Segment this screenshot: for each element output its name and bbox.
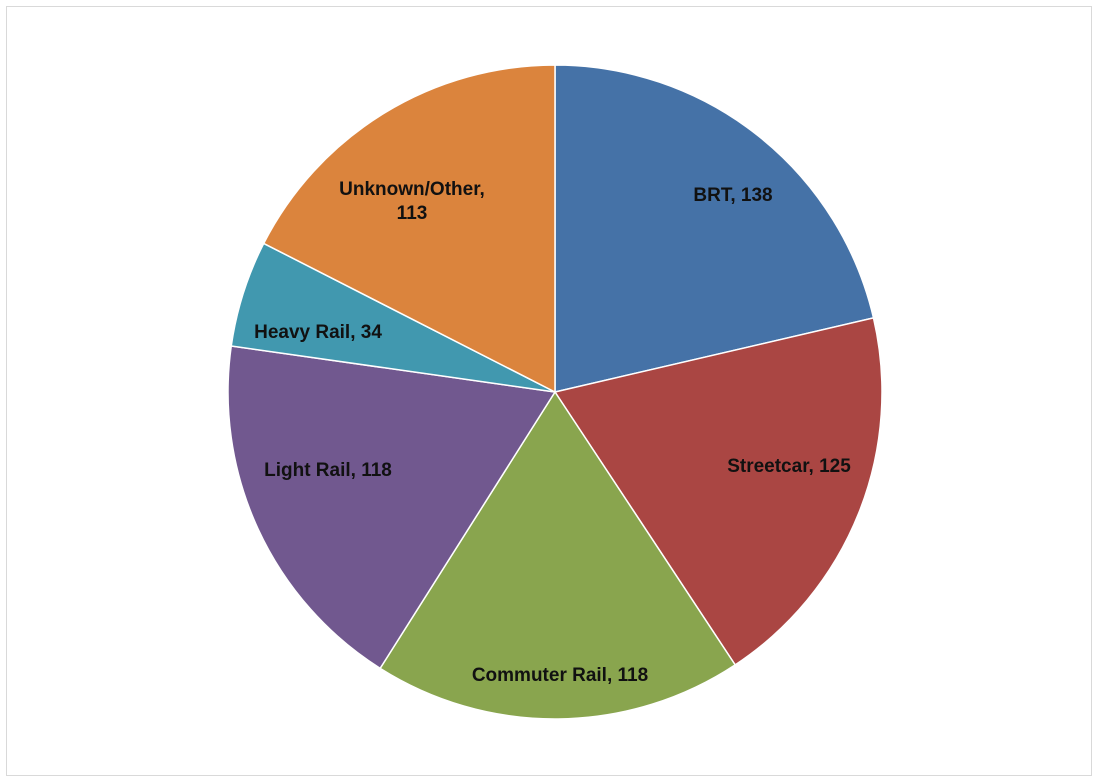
data-label-heavy-rail: Heavy Rail, 34 xyxy=(254,322,382,343)
pie-slices xyxy=(227,64,883,720)
pie-slice-light-rail xyxy=(227,345,557,670)
data-label-commuter-rail: Commuter Rail, 118 xyxy=(472,665,648,686)
pie-data-labels: BRT, 138 Streetcar, 125 Commuter Rail, 118… xyxy=(254,179,851,686)
data-label-unknown-other: Unknown/Other, 113 xyxy=(339,179,485,224)
data-label-light-rail: Light Rail, 118 xyxy=(264,460,392,481)
pie-slice-streetcar xyxy=(553,317,883,666)
pie-slice-unknown-other xyxy=(262,64,556,394)
pie-slice-brt xyxy=(554,64,875,393)
data-label-streetcar: Streetcar, 125 xyxy=(727,456,851,477)
data-label-brt: BRT, 138 xyxy=(693,185,772,206)
pie-slice-commuter-rail xyxy=(379,390,737,720)
